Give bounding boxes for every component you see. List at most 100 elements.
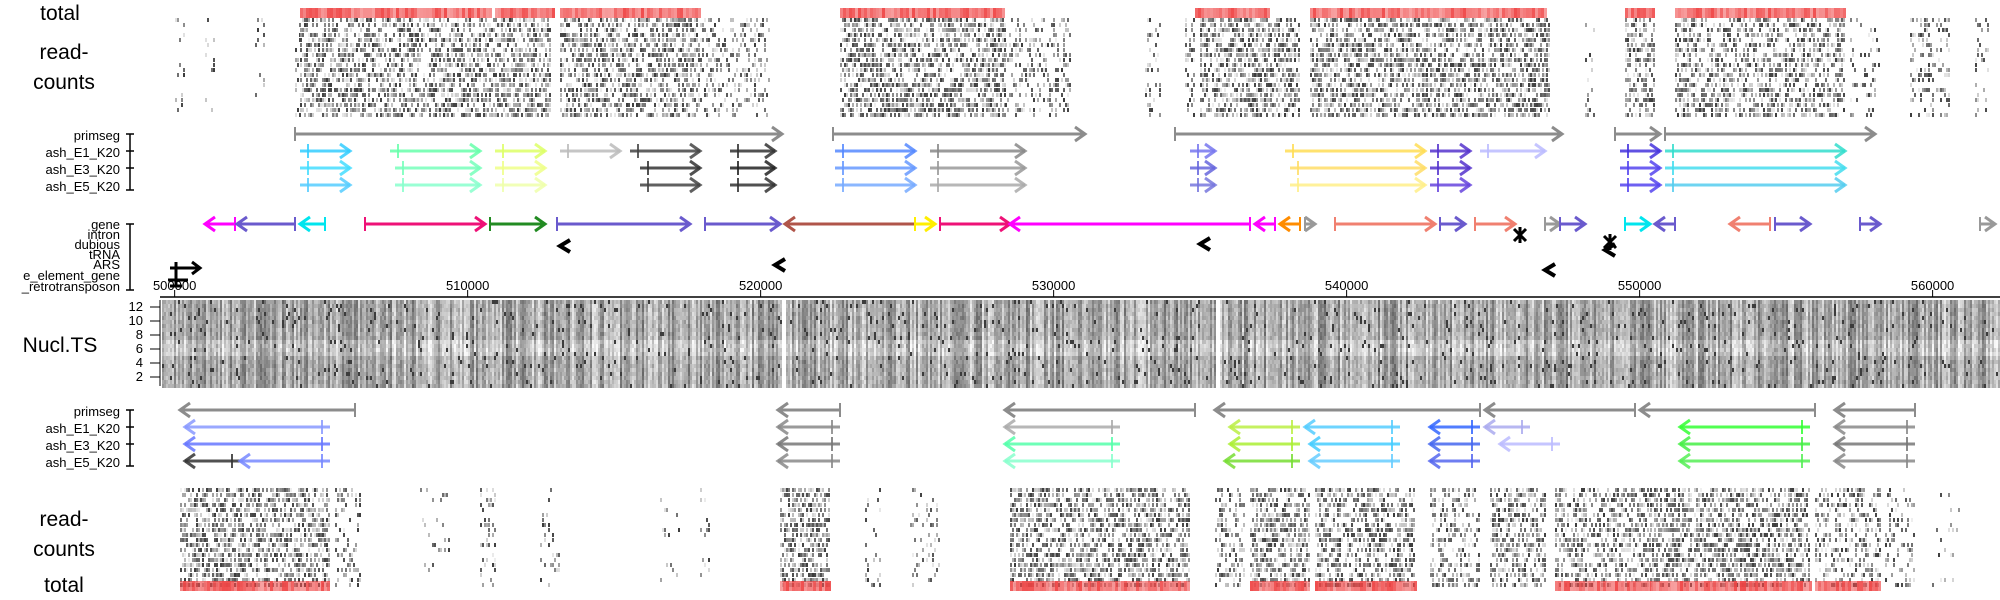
heat-cell	[354, 103, 356, 107]
heat-cell	[183, 73, 185, 77]
heat-cell	[1262, 103, 1264, 107]
heat-cell	[330, 38, 332, 42]
heat-cell	[1326, 33, 1328, 37]
heat-cell	[1346, 83, 1348, 87]
heat-cell	[399, 93, 401, 97]
heat-cell	[874, 93, 876, 97]
heat-cell	[1033, 113, 1035, 117]
heat-cell	[668, 113, 670, 117]
heat-cell	[411, 43, 413, 47]
heat-cell	[352, 18, 354, 22]
heat-cell	[934, 108, 936, 112]
heat-cell	[1332, 33, 1334, 37]
heat-cell	[986, 88, 988, 92]
heat-cell	[574, 113, 576, 117]
heat-cell	[1340, 68, 1342, 72]
heat-cell	[1278, 113, 1280, 117]
heat-cell	[499, 78, 501, 82]
heat-cell	[1332, 113, 1334, 117]
heat-cell	[888, 98, 890, 102]
heat-cell	[1258, 83, 1260, 87]
heat-cell	[469, 18, 471, 22]
heat-cell	[362, 18, 364, 22]
heat-cell	[910, 18, 912, 22]
heat-cell	[397, 63, 399, 67]
heat-cell	[600, 43, 602, 47]
heat-cell	[566, 38, 568, 42]
heat-cell	[1035, 38, 1037, 42]
heat-cell	[902, 38, 904, 42]
heat-cell	[541, 73, 543, 77]
heat-cell	[954, 103, 956, 107]
heat-cell	[457, 28, 459, 32]
heat-cell	[1348, 113, 1350, 117]
heat-cell	[710, 18, 712, 22]
heat-cell	[1226, 28, 1228, 32]
heat-cell	[682, 88, 684, 92]
heat-cell	[457, 63, 459, 67]
heat-cell	[395, 113, 397, 117]
heat-cell	[972, 53, 974, 57]
heat-cell	[312, 98, 314, 102]
heat-cell	[493, 28, 495, 32]
heat-cell	[902, 83, 904, 87]
heat-cell	[1280, 78, 1282, 82]
heat-cell	[425, 83, 427, 87]
heat-cell	[332, 28, 334, 32]
heat-cell	[441, 103, 443, 107]
heat-cell	[1390, 103, 1392, 107]
heat-cell	[864, 63, 866, 67]
heat-cell	[1204, 68, 1206, 72]
heat-cell	[1226, 53, 1228, 57]
heat-cell	[674, 113, 676, 117]
heat-cell	[401, 93, 403, 97]
heat-cell	[848, 33, 850, 37]
heat-cell	[401, 23, 403, 27]
heat-cell	[678, 58, 680, 62]
heat-cell	[1348, 23, 1350, 27]
heat-cell	[574, 108, 576, 112]
heat-cell	[882, 38, 884, 42]
heat-cell	[511, 108, 513, 112]
heat-cell	[1230, 23, 1232, 27]
heat-cell	[332, 98, 334, 102]
heat-cell	[928, 38, 930, 42]
heat-cell	[1226, 78, 1228, 82]
heat-cell	[1360, 113, 1362, 117]
heat-cell	[1240, 68, 1242, 72]
heat-cell	[880, 78, 882, 82]
heat-cell	[1017, 23, 1019, 27]
heat-cell	[590, 28, 592, 32]
heat-cell	[628, 83, 630, 87]
heat-cell	[1193, 98, 1195, 102]
heat-cell	[852, 43, 854, 47]
heat-cell	[876, 63, 878, 67]
heat-cell	[497, 53, 499, 57]
heat-cell	[346, 63, 348, 67]
heat-cell	[718, 43, 720, 47]
heat-cell	[443, 73, 445, 77]
heat-cell	[982, 63, 984, 67]
heat-cell	[529, 98, 531, 102]
heat-cell	[354, 68, 356, 72]
heat-cell	[1218, 53, 1220, 57]
heat-cell	[1057, 78, 1059, 82]
heat-cell	[328, 73, 330, 77]
heat-cell	[525, 23, 527, 27]
heat-cell	[910, 58, 912, 62]
heat-cell	[1232, 23, 1234, 27]
heat-cell	[992, 33, 994, 37]
heat-cell	[574, 63, 576, 67]
heat-cell	[1206, 28, 1208, 32]
heat-cell	[352, 73, 354, 77]
heat-cell	[1266, 33, 1268, 37]
heat-cell	[1035, 53, 1037, 57]
heat-cell	[378, 93, 380, 97]
heat-cell	[433, 58, 435, 62]
heat-cell	[1004, 48, 1006, 52]
heat-cell	[1220, 93, 1222, 97]
heat-cell	[656, 43, 658, 47]
heat-cell	[666, 98, 668, 102]
heat-cell	[529, 78, 531, 82]
heat-cell	[614, 18, 616, 22]
